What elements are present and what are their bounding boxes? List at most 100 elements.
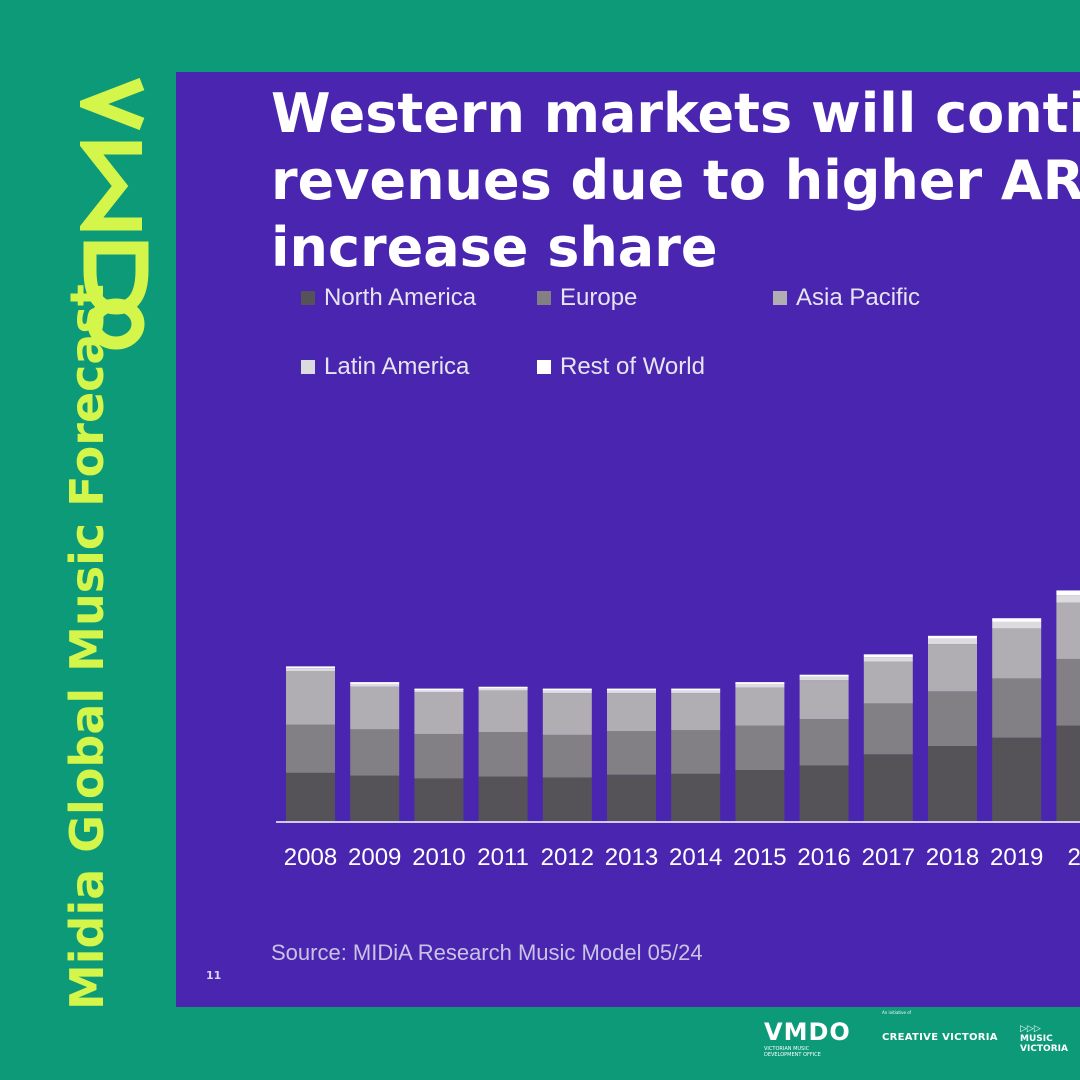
slide-title: Western markets will conti revenues due … — [271, 80, 1080, 281]
legend-item-north-america: North America — [301, 284, 476, 312]
legend-item-europe: Europe — [537, 284, 637, 312]
bar-segment-latin-america-2014 — [671, 690, 721, 694]
bar-segment-north-america-2016 — [799, 765, 849, 821]
bar-segment-north-america-2019 — [992, 737, 1042, 821]
slide: Western markets will conti revenues due … — [176, 72, 1080, 1007]
bar-segment-north-america-2008 — [286, 772, 335, 821]
legend-item-asia-pacific: Asia Pacific — [773, 284, 920, 312]
bar-segment-latin-america-2015 — [735, 683, 785, 688]
bar-segment-asia-pacific-2019 — [992, 628, 1042, 679]
bar-segment-rest-of-world-2019 — [992, 618, 1042, 622]
bar-segment-rest-of-world-2010 — [414, 688, 464, 691]
bar-segment-rest-of-world-20 — [1056, 590, 1080, 596]
chart-legend: North America Europe Asia Pacific Latin … — [301, 284, 1080, 394]
bar-segment-asia-pacific-2013 — [607, 693, 656, 732]
bar-segment-north-america-2017 — [863, 754, 913, 821]
bar-segment-europe-2014 — [671, 730, 721, 774]
footer-creative-victoria-logo: CREATIVE VICTORIA — [882, 1032, 998, 1043]
footer-initiative-label: An initiative of — [882, 1010, 912, 1015]
bar-segment-north-america-2014 — [671, 773, 721, 821]
bar-segment-rest-of-world-2018 — [928, 635, 977, 639]
bar-segment-europe-2011 — [478, 732, 528, 777]
bar-segment-europe-2008 — [286, 724, 335, 773]
stacked-bar-chart: 2008 2009 2010 2011 2012 2013 2014 2015 2016 2017… — [276, 590, 1080, 871]
x-tick-label: 2010 — [412, 844, 465, 871]
bar-segment-rest-of-world-2009 — [350, 682, 400, 684]
bar-segment-asia-pacific-20 — [1056, 602, 1080, 659]
bar-segment-rest-of-world-2016 — [799, 674, 849, 677]
x-tick-label: 20 — [1068, 844, 1080, 871]
bar-segment-europe-2015 — [735, 725, 785, 771]
bar-segment-north-america-2010 — [414, 778, 464, 821]
bar-segment-latin-america-2008 — [286, 668, 335, 671]
bar-segment-asia-pacific-2016 — [799, 680, 849, 720]
bar-segment-north-america-20 — [1056, 725, 1080, 821]
title-line-2: revenues due to higher ARP — [271, 149, 1080, 212]
x-tick-label: 2009 — [348, 844, 401, 871]
x-tick-label: 2008 — [284, 844, 337, 871]
bar-segment-rest-of-world-2014 — [671, 688, 721, 691]
legend-swatch — [537, 360, 551, 374]
bar-segment-europe-2017 — [863, 703, 913, 755]
legend-swatch — [301, 291, 315, 305]
side-title: Midia Global Music Forecast — [60, 284, 114, 1010]
legend-swatch — [537, 291, 551, 305]
x-tick-label: 2013 — [605, 844, 658, 871]
legend-label: Asia Pacific — [796, 284, 921, 311]
bar-segment-asia-pacific-2014 — [671, 693, 721, 731]
bar-segment-asia-pacific-2010 — [414, 692, 464, 734]
bar-segment-latin-america-2013 — [607, 690, 656, 694]
footer-music-victoria-logo: MUSIC VICTORIA — [1020, 1034, 1068, 1054]
legend-item-rest-of-world: Rest of World — [537, 353, 705, 381]
legend-swatch — [773, 291, 787, 305]
vmdo-vertical-logo — [71, 77, 150, 350]
bar-segment-north-america-2013 — [607, 774, 656, 821]
x-tick-label: 2019 — [990, 844, 1043, 871]
bar-segment-rest-of-world-2008 — [286, 666, 335, 669]
bar-segment-latin-america-20 — [1056, 595, 1080, 603]
x-tick-label: 2015 — [733, 844, 786, 871]
music-victoria-icon: ▷▷▷ — [1020, 1024, 1041, 1034]
source-note: Source: MIDiA Research Music Model 05/24 — [271, 940, 703, 965]
title-line-1: Western markets will conti — [271, 82, 1080, 145]
bar-segment-asia-pacific-2015 — [735, 687, 785, 726]
x-tick-label: 2017 — [862, 844, 915, 871]
footer-vmdo-logo: VMDO — [764, 1018, 851, 1046]
footer-vmdo-subtitle: VICTORIAN MUSIC DEVELOPMENT OFFICE — [764, 1046, 821, 1058]
bar-segment-europe-2016 — [799, 719, 849, 766]
legend-label: North America — [324, 284, 477, 311]
bar-segment-latin-america-2012 — [542, 690, 592, 694]
bar-segment-europe-2012 — [542, 734, 592, 778]
bar-segment-rest-of-world-2011 — [478, 686, 528, 689]
legend-label: Latin America — [324, 353, 470, 380]
bar-segment-asia-pacific-2018 — [928, 644, 977, 692]
bar-segment-north-america-2012 — [542, 777, 592, 821]
bar-segment-asia-pacific-2008 — [286, 671, 335, 725]
bar-segment-rest-of-world-2013 — [607, 688, 656, 691]
legend-swatch — [301, 360, 315, 374]
bar-segment-europe-2013 — [607, 731, 656, 775]
bar-segment-europe-20 — [1056, 658, 1080, 726]
bar-segment-asia-pacific-2012 — [542, 693, 592, 735]
bar-segment-latin-america-2017 — [863, 657, 913, 662]
bar-segment-north-america-2011 — [478, 776, 528, 821]
bar-segment-asia-pacific-2011 — [478, 690, 528, 733]
legend-item-latin-america: Latin America — [301, 353, 469, 381]
bar-segment-north-america-2009 — [350, 775, 400, 821]
legend-label: Europe — [560, 284, 638, 311]
bar-segment-rest-of-world-2015 — [735, 682, 785, 684]
legend-label: Rest of World — [560, 353, 705, 380]
bar-segment-europe-2019 — [992, 678, 1042, 738]
bar-segment-asia-pacific-2017 — [863, 661, 913, 704]
bar-segment-europe-2009 — [350, 729, 400, 776]
x-tick-label: 2018 — [926, 844, 979, 871]
x-tick-label: 2011 — [477, 844, 529, 871]
title-line-3: increase share — [271, 216, 718, 279]
bar-segment-latin-america-2011 — [478, 688, 528, 691]
bar-segment-europe-2018 — [928, 691, 977, 746]
x-tick-label: 2014 — [669, 844, 722, 871]
bar-segment-north-america-2015 — [735, 770, 785, 821]
bar-segment-rest-of-world-2012 — [542, 688, 592, 691]
x-tick-label: 2016 — [797, 844, 850, 871]
bar-segment-latin-america-2018 — [928, 638, 977, 645]
